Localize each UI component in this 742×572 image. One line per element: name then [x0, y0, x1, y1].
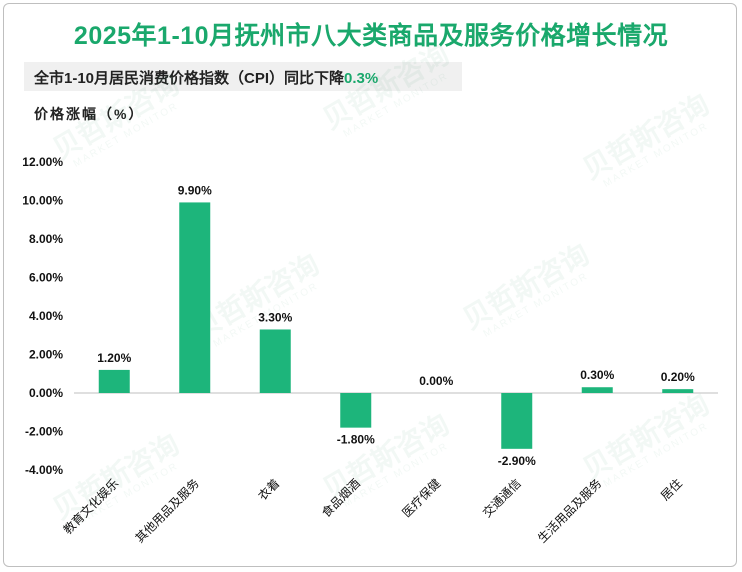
data-label: 0.20% — [661, 370, 695, 384]
y-tick-label: -4.00% — [25, 463, 63, 477]
chart-frame — [3, 3, 737, 567]
data-label: 0.00% — [419, 374, 453, 388]
bar — [179, 202, 211, 393]
y-tick-label: 2.00% — [29, 348, 63, 362]
x-tick-label: 衣着 — [255, 476, 283, 504]
data-label: 3.30% — [258, 310, 292, 324]
y-tick-label: 10.00% — [22, 194, 63, 208]
x-tick-label: 交通通信 — [479, 476, 524, 521]
data-label: 1.20% — [97, 351, 131, 365]
bar — [98, 369, 130, 393]
y-tick-label: 6.00% — [29, 271, 63, 285]
subtitle-highlight: 0.3% — [344, 70, 379, 87]
subtitle-text: 全市1-10月居民消费价格指数（CPI）同比下降 — [34, 70, 345, 87]
bar — [581, 387, 613, 393]
data-label: -2.90% — [498, 454, 536, 468]
y-tick-label: -2.00% — [25, 425, 63, 439]
bar — [340, 393, 372, 428]
x-tick-label: 居住 — [658, 476, 685, 503]
bar-layer — [98, 202, 694, 449]
chart-subtitle: 全市1-10月居民消费价格指数（CPI）同比下降0.3% — [34, 67, 378, 88]
subtitle-box — [24, 62, 462, 91]
y-axis-label: 价格涨幅（%） — [34, 106, 145, 122]
y-tick-label: 12.00% — [22, 155, 63, 169]
x-tick-label: 生活用品及服务 — [534, 476, 604, 546]
bar — [259, 329, 291, 393]
y-tick-label: 8.00% — [29, 232, 63, 246]
x-tick-label: 医疗保健 — [400, 476, 444, 520]
data-label: 0.30% — [580, 368, 614, 382]
bar — [662, 389, 694, 393]
data-label: 9.90% — [178, 183, 212, 197]
chart-title: 2025年1-10月抚州市八大类商品及服务价格增长情况 — [73, 22, 669, 50]
axis-layer: -4.00% -2.00% 0.00% 2.00% 4.00% 6.00% 8.00% 10.… — [22, 155, 718, 477]
y-tick-label: 0.00% — [29, 386, 63, 400]
bar — [501, 393, 533, 449]
data-label: -1.80% — [337, 433, 375, 447]
y-tick-label: 4.00% — [29, 309, 63, 323]
